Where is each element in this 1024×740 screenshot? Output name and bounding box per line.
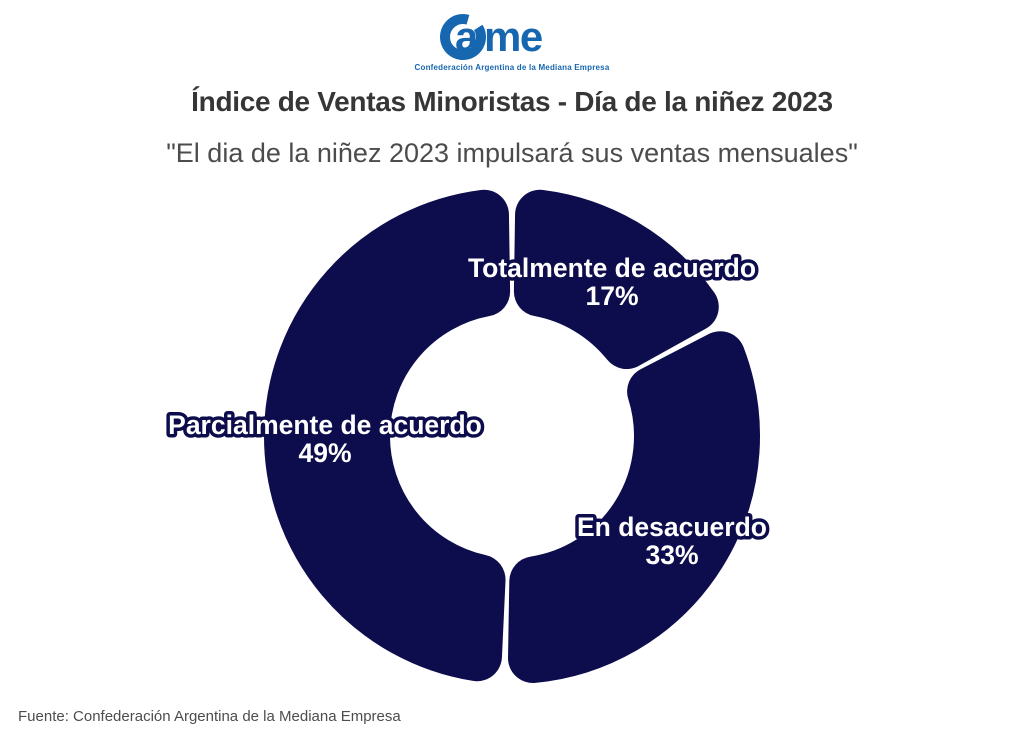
segment-value-label: 33%: [645, 540, 698, 570]
donut-segment-3: [264, 189, 511, 682]
segment-value-label: 49%: [298, 438, 351, 468]
segment-name-label: Totalmente de acuerdo: [468, 253, 756, 283]
donut-segment-2: [508, 331, 760, 684]
segment-name-label: En desacuerdo: [577, 512, 767, 542]
donut-segments: [264, 189, 760, 684]
logo-text-a: a: [455, 13, 479, 60]
page-subtitle: "El dia de la niñez 2023 impulsará sus v…: [166, 138, 858, 168]
came-logo-icon: a me: [440, 13, 543, 60]
page-title: Índice de Ventas Minoristas - Día de la …: [191, 86, 833, 117]
segment-value-label: 17%: [585, 281, 638, 311]
logo-text-me: me: [484, 13, 542, 60]
logo-tagline: Confederación Argentina de la Mediana Em…: [414, 63, 610, 72]
segment-name-label: Parcialmente de acuerdo: [168, 410, 482, 440]
came-logo: a me Confederación Argentina de la Media…: [0, 10, 1024, 72]
donut-segment-1: [513, 189, 719, 370]
source-note: Fuente: Confederación Argentina de la Me…: [18, 708, 401, 725]
